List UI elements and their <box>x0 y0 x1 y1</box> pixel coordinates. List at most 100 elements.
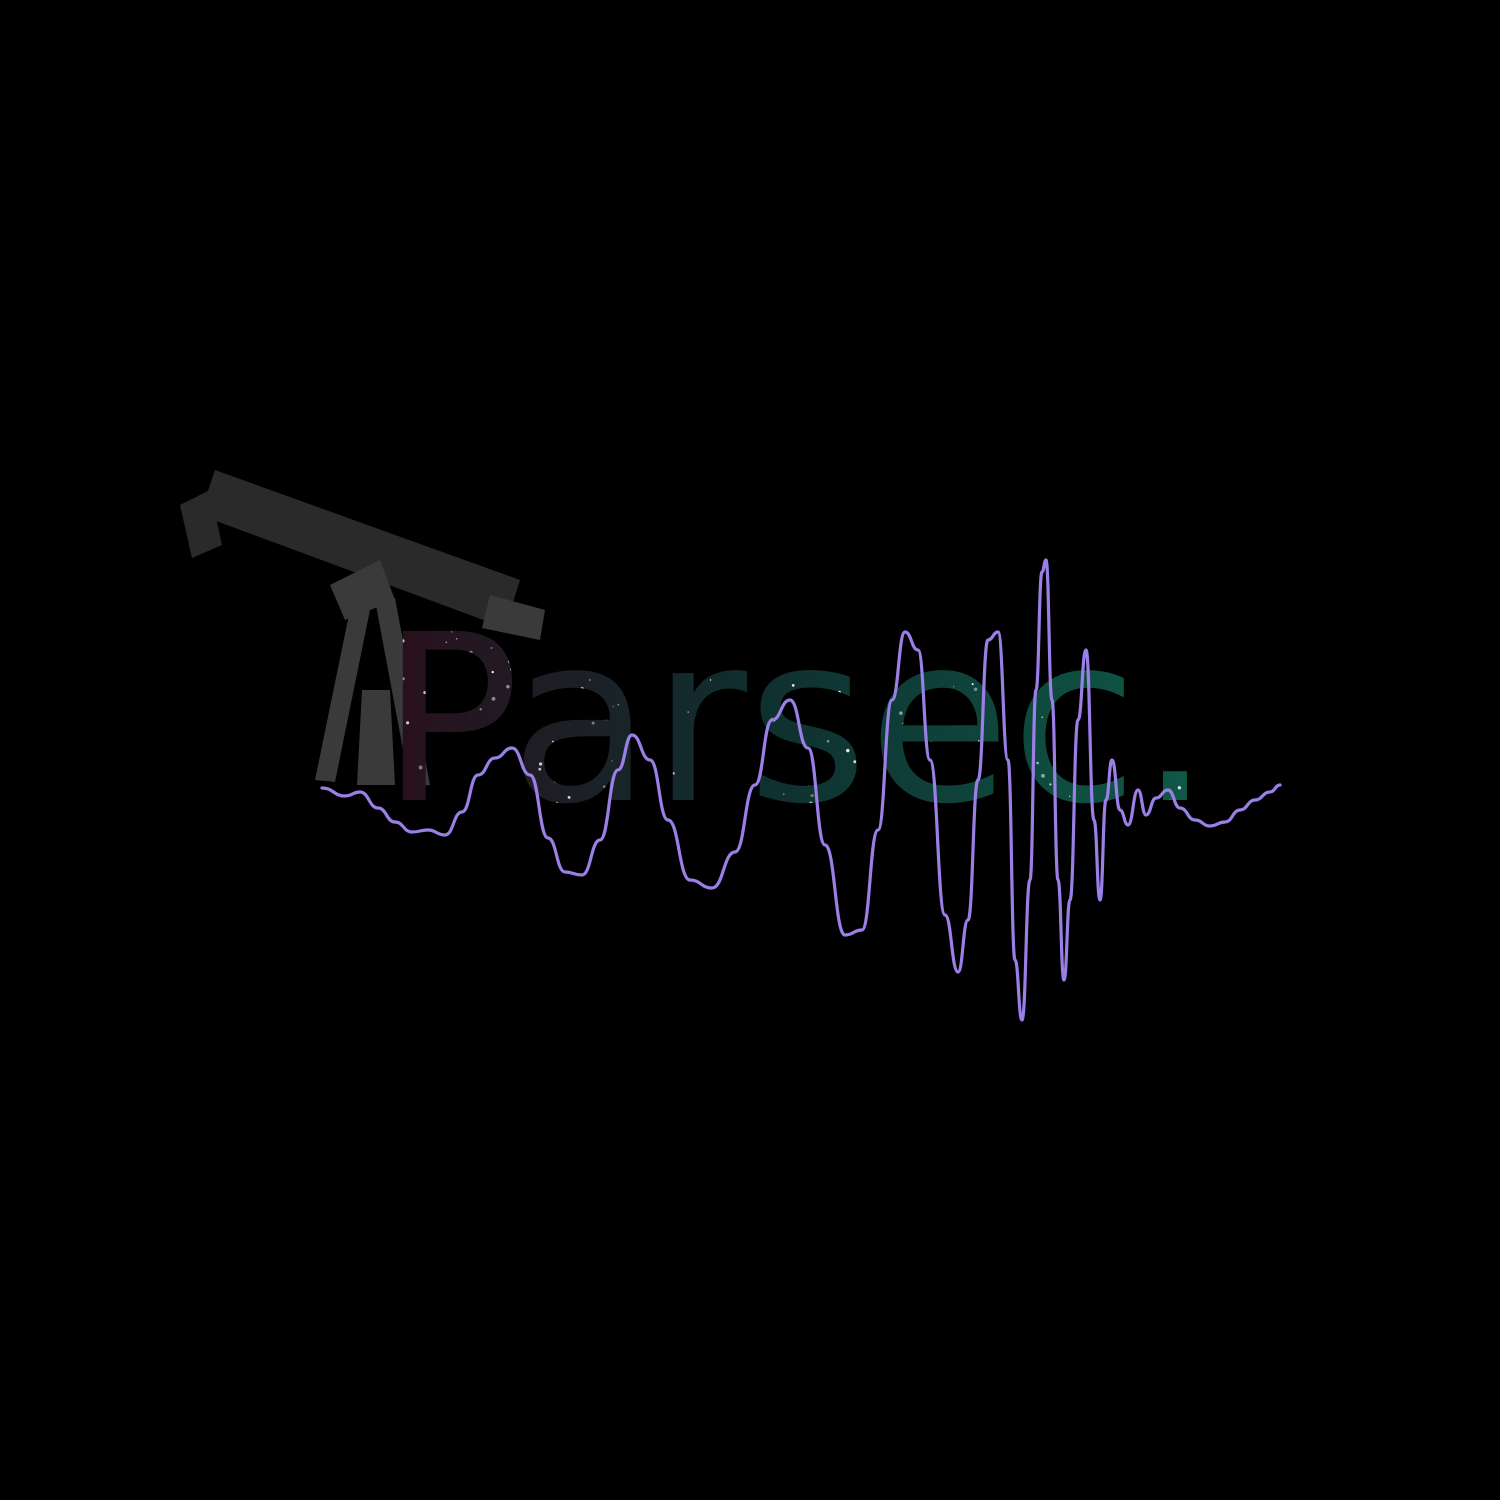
star-speckle <box>427 682 430 686</box>
star-speckle <box>1286 768 1290 772</box>
star-speckle <box>1298 806 1300 808</box>
star-speckle <box>1289 788 1291 790</box>
star-speckle <box>1220 723 1221 724</box>
star-speckle <box>999 782 1002 785</box>
star-speckle <box>491 670 494 674</box>
star-speckle <box>1010 640 1013 643</box>
star-speckle <box>857 690 862 695</box>
star-speckle <box>654 633 657 636</box>
star-speckle <box>988 652 993 657</box>
star-speckle <box>919 758 923 763</box>
wordmark-stars <box>380 608 1302 811</box>
star-speckle <box>406 721 410 725</box>
star-speckle <box>810 655 813 657</box>
star-speckle <box>827 804 832 808</box>
star-speckle <box>957 695 960 698</box>
star-speckle <box>556 801 558 804</box>
star-speckle <box>1299 682 1302 685</box>
star-speckle <box>1122 636 1124 639</box>
star-speckle <box>938 637 942 641</box>
star-speckle <box>961 637 963 640</box>
star-speckle <box>554 779 557 783</box>
star-speckle <box>971 683 974 686</box>
star-speckle <box>516 724 520 728</box>
star-speckle <box>1155 757 1158 760</box>
wordmark: Parsec. <box>380 585 1302 855</box>
telescope-leg-left <box>315 600 372 782</box>
star-speckle <box>446 653 448 656</box>
star-speckle <box>991 686 995 690</box>
star-speckle <box>1272 760 1273 761</box>
star-speckle <box>592 797 595 801</box>
star-speckle <box>632 761 636 766</box>
star-speckle <box>1234 760 1236 762</box>
star-speckle <box>815 658 819 662</box>
star-speckle <box>469 650 473 655</box>
star-speckle <box>432 660 435 663</box>
star-speckle <box>1069 795 1071 797</box>
star-speckle <box>537 616 540 619</box>
star-speckle <box>1060 673 1063 675</box>
star-speckle <box>1144 731 1147 735</box>
star-speckle <box>634 769 639 773</box>
star-speckle <box>491 696 496 701</box>
star-speckle <box>665 790 669 793</box>
star-speckle <box>733 792 737 797</box>
star-speckle <box>638 679 641 682</box>
star-speckle <box>611 760 613 762</box>
star-speckle <box>848 634 853 639</box>
star-speckle <box>717 659 720 662</box>
star-speckle <box>906 667 910 671</box>
star-speckle <box>782 793 785 795</box>
star-speckle <box>758 716 761 719</box>
star-speckle <box>630 800 632 802</box>
star-speckle <box>965 626 968 629</box>
star-speckle <box>1281 712 1282 713</box>
star-speckle <box>972 637 977 642</box>
star-speckle <box>397 677 400 679</box>
star-speckle <box>396 670 400 674</box>
star-speckle <box>1250 780 1253 783</box>
star-speckle <box>603 785 606 789</box>
star-speckle <box>828 692 831 694</box>
star-speckle <box>1178 615 1180 617</box>
star-speckle <box>970 655 974 660</box>
star-speckle <box>672 772 675 775</box>
star-speckle <box>1008 609 1010 612</box>
star-speckle <box>475 699 479 703</box>
star-speckle <box>1068 641 1070 643</box>
star-speckle <box>1189 722 1192 725</box>
star-speckle <box>1163 757 1167 761</box>
star-speckle <box>1194 691 1197 694</box>
star-speckle <box>1168 799 1172 802</box>
star-speckle <box>451 785 454 787</box>
star-speckle <box>997 783 999 786</box>
star-speckle <box>1213 798 1215 800</box>
star-speckle <box>1070 706 1075 711</box>
star-speckle <box>890 806 894 810</box>
star-speckle <box>1216 743 1218 745</box>
star-speckle <box>945 688 949 692</box>
star-speckle <box>1041 612 1044 614</box>
star-speckle <box>1122 613 1126 617</box>
star-speckle <box>771 610 775 614</box>
star-speckle <box>803 756 806 759</box>
star-speckle <box>791 623 796 628</box>
star-speckle <box>445 641 448 644</box>
star-speckle <box>1159 644 1162 647</box>
star-speckle <box>626 655 630 659</box>
star-speckle <box>869 653 871 656</box>
star-speckle <box>1270 669 1274 673</box>
star-speckle <box>994 610 996 613</box>
star-speckle <box>687 711 689 713</box>
star-speckle <box>834 629 837 633</box>
star-speckle <box>1138 756 1143 760</box>
star-speckle <box>952 686 955 688</box>
star-speckle <box>490 777 494 781</box>
star-speckle <box>1041 716 1043 718</box>
star-speckle <box>1011 667 1016 671</box>
star-speckle <box>1049 783 1052 786</box>
star-speckle <box>1293 666 1295 668</box>
star-speckle <box>506 653 510 657</box>
